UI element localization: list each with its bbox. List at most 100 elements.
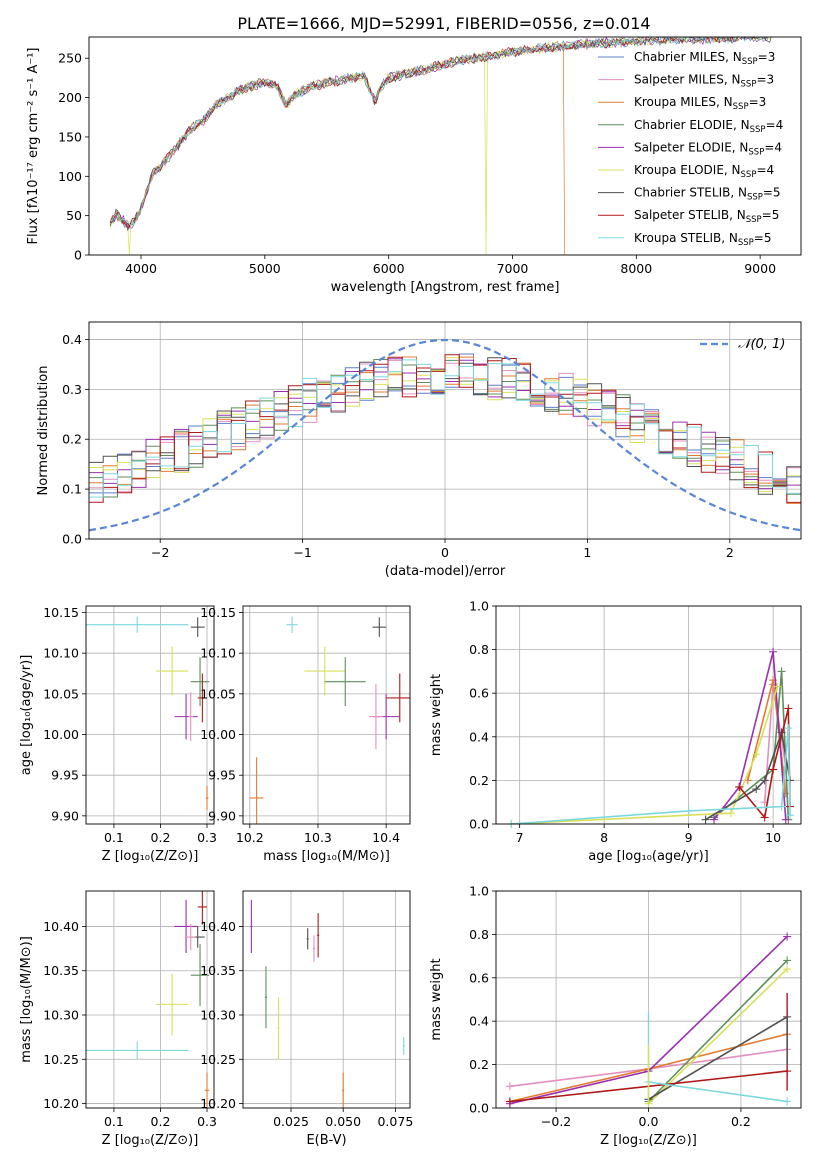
- weight-line: [648, 1081, 788, 1103]
- y-tick-label: 10.35: [200, 963, 236, 978]
- y-tick-label: 150: [58, 129, 82, 144]
- mass_vs_Z-panel: 0.1 0.2 0.3 10.20 10.25 10.30 10.35 10.40 Z [log…: [19, 890, 217, 1148]
- x-tick-label: −2: [151, 545, 169, 560]
- x-tick-label: 7: [516, 830, 524, 845]
- x-tick-label: 0.1: [104, 830, 124, 845]
- x-tick-label: 0.1: [104, 1114, 124, 1129]
- axes-frame: [88, 36, 802, 256]
- y-tick-label: 0.4: [62, 332, 82, 347]
- y-tick-label: 0.4: [469, 729, 489, 744]
- y-tick-label: 10.05: [43, 686, 79, 701]
- x-tick-label: 0.3: [197, 830, 217, 845]
- y-tick-label: 0.8: [469, 642, 489, 657]
- x-tick-label: −0.2: [541, 1114, 571, 1129]
- histogram-step: [89, 359, 801, 498]
- x-tick-label: 7000: [497, 261, 529, 276]
- y-tick-label: 0.2: [469, 773, 489, 788]
- x-axis-label: Z [log₁₀(Z/Z⊙)]: [102, 1133, 199, 1148]
- y-tick-label: 9.95: [208, 768, 236, 783]
- x-tick-label: 9000: [744, 261, 776, 276]
- y-tick-label: 10.00: [43, 727, 79, 742]
- y-tick-label: 10.25: [200, 1052, 236, 1067]
- legend-entry: Salpeter ELODIE, NSSP=4: [634, 140, 782, 157]
- axes-frame: [88, 321, 802, 540]
- y-axis-label: mass weight: [429, 958, 444, 1040]
- y-tick-label: 100: [58, 169, 82, 184]
- y-tick-label: 10.40: [200, 919, 236, 934]
- x-tick-label: 10.3: [304, 830, 332, 845]
- y-axis-label: Normed distribution: [36, 366, 51, 496]
- x-tick-label: 10: [765, 830, 781, 845]
- x-tick-label: 0.075: [377, 1114, 413, 1129]
- y-tick-label: 9.90: [208, 808, 236, 823]
- y-tick-label: 10.30: [43, 1008, 79, 1023]
- y-tick-label: 0.2: [469, 1057, 489, 1072]
- spectrum-line: [109, 37, 769, 227]
- y-tick-label: 10.40: [43, 919, 79, 934]
- x-axis-label: E(B-V): [306, 1133, 346, 1148]
- x-tick-label: 4000: [125, 261, 157, 276]
- y-tick-label: 0.8: [469, 927, 489, 942]
- legend-entry: Salpeter STELIB, NSSP=5: [634, 208, 779, 225]
- age_vs_Z-panel: 0.1 0.2 0.3 9.90 9.95 10.00 10.05 10.10 10.15 Z […: [19, 605, 217, 864]
- x-tick-label: 0.2: [151, 830, 171, 845]
- y-tick-label: 0.0: [469, 817, 489, 832]
- residuals-panel: −2 −1 0 1 2 0.0 0.1 0.2 0.3 0.4 (data-model)/error…: [36, 321, 802, 579]
- x-tick-label: 10.4: [372, 830, 400, 845]
- x-tick-label: 8: [600, 830, 608, 845]
- legend-entry: Chabrier MILES, NSSP=3: [634, 50, 775, 67]
- x-tick-label: −1: [293, 545, 311, 560]
- x-tick-label: 0.050: [325, 1114, 361, 1129]
- x-axis-label: wavelength [Angstrom, rest frame]: [331, 280, 560, 295]
- legend-entry: Kroupa STELIB, NSSP=5: [634, 231, 772, 248]
- x-tick-label: 0.025: [273, 1114, 309, 1129]
- y-tick-label: 1.0: [469, 884, 489, 899]
- y-tick-label: 250: [58, 51, 82, 66]
- y-tick-label: 10.00: [200, 727, 236, 742]
- x-tick-label: 5000: [249, 261, 281, 276]
- axes-frame: [495, 890, 802, 1109]
- normal-curve: [89, 338, 801, 532]
- y-tick-label: 10.15: [43, 605, 79, 620]
- y-tick-label: 0.0: [62, 532, 82, 547]
- weight-line: [647, 968, 788, 1105]
- y-tick-label: 0.6: [469, 686, 489, 701]
- y-tick-label: 1.0: [469, 599, 489, 614]
- x-tick-label: 0: [441, 545, 449, 560]
- axes-frame: [242, 605, 411, 825]
- x-axis-label: Z [log₁₀(Z/Z⊙)]: [600, 1133, 697, 1148]
- y-tick-label: 0.4: [469, 1014, 489, 1029]
- y-tick-label: 10.30: [200, 1008, 236, 1023]
- x-tick-label: 10.2: [236, 830, 264, 845]
- y-tick-label: 50: [66, 208, 82, 223]
- y-axis-label: age [log₁₀(age/yr)]: [19, 655, 34, 776]
- y-tick-label: 0.3: [62, 382, 82, 397]
- x-axis-label: (data-model)/error: [385, 564, 506, 579]
- x-tick-label: 2: [726, 545, 734, 560]
- legend-entry: Chabrier ELODIE, NSSP=4: [634, 118, 783, 135]
- y-tick-label: 9.90: [51, 808, 79, 823]
- x-axis-label: Z [log₁₀(Z/Z⊙)]: [102, 849, 199, 864]
- massweight_vs_age-panel: 7 8 9 10 0.0 0.2 0.4 0.6 0.8 1.0 age [log₁₀(age/yr…: [429, 599, 802, 864]
- y-tick-label: 0: [74, 248, 82, 263]
- legend-entry: Kroupa ELODIE, NSSP=4: [634, 163, 774, 180]
- weight-line: [713, 671, 790, 820]
- y-tick-label: 0.6: [469, 970, 489, 985]
- weight-line: [647, 959, 788, 1103]
- mass_vs_ebv-panel: 0.025 0.050 0.075 10.20 10.25 10.30 10.35 10.40…: [200, 890, 413, 1148]
- y-axis-label: mass weight: [429, 674, 444, 756]
- massweight_vs_Z-panel: −0.2 0.0 0.2 0.0 0.2 0.4 0.6 0.8 1.0 Z [log₁₀(Z/Z…: [429, 884, 802, 1148]
- y-tick-label: 10.10: [200, 646, 236, 661]
- legend-entry: Salpeter MILES, NSSP=3: [634, 73, 774, 90]
- x-tick-label: 9: [685, 830, 693, 845]
- y-tick-label: 200: [58, 90, 82, 105]
- y-tick-label: 10.20: [43, 1096, 79, 1111]
- axes-frame: [85, 890, 215, 1109]
- y-tick-label: 10.10: [43, 646, 79, 661]
- y-tick-label: 10.35: [43, 963, 79, 978]
- y-tick-label: 0.2: [62, 432, 82, 447]
- y-axis-label: Flux [fλ10⁻¹⁷ erg cm⁻² s⁻¹ A⁻¹]: [26, 48, 41, 245]
- y-tick-label: 10.20: [200, 1096, 236, 1111]
- weight-line: [511, 686, 779, 824]
- x-tick-label: 0.3: [197, 1114, 217, 1129]
